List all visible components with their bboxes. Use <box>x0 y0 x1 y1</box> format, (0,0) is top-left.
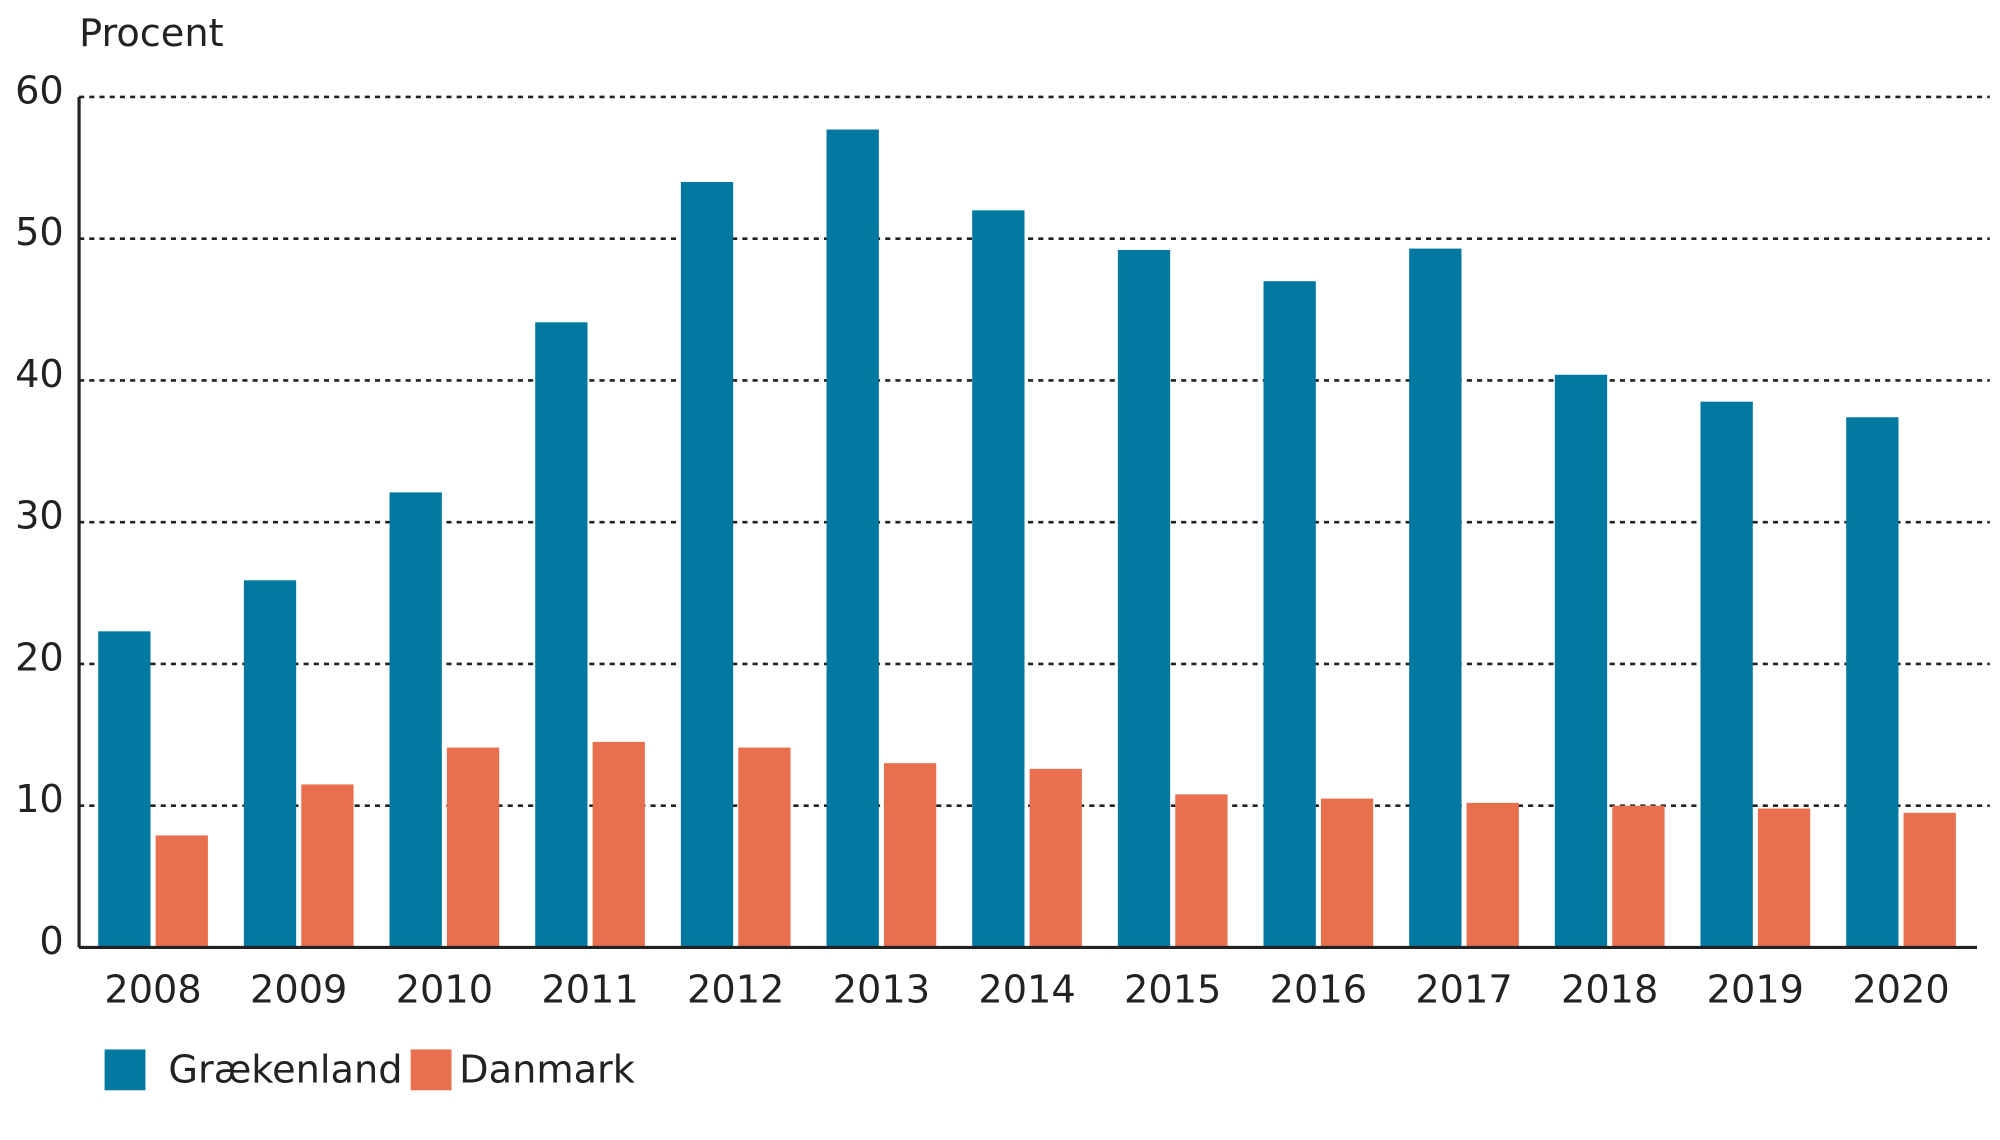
x-tick-label: 2013 <box>833 967 930 1012</box>
bar-danmark-2018 <box>1612 805 1665 948</box>
x-tick-label: 2011 <box>541 967 638 1012</box>
y-tick-label: 50 <box>15 210 64 255</box>
bar-danmark-2012 <box>738 747 791 948</box>
bar-danmark-2014 <box>1029 768 1082 948</box>
legend-label: Grækenland <box>168 1048 402 1093</box>
y-axis-label: Procent <box>79 11 224 56</box>
y-tick-label: 30 <box>15 494 64 539</box>
bar-grækenland-2019 <box>1700 401 1753 948</box>
bar-grækenland-2010 <box>389 492 442 948</box>
bar-grækenland-2013 <box>826 129 879 948</box>
bar-grækenland-2015 <box>1117 250 1171 948</box>
x-tick-label: 2012 <box>687 967 784 1012</box>
bar-danmark-2008 <box>155 835 208 948</box>
bar-danmark-2013 <box>883 763 937 948</box>
x-tick-label: 2009 <box>250 967 347 1012</box>
bar-grækenland-2014 <box>972 210 1025 948</box>
x-tick-label: 2017 <box>1415 967 1512 1012</box>
x-tick-label: 2015 <box>1124 967 1221 1012</box>
y-tick-label: 0 <box>39 919 63 964</box>
bar-grækenland-2012 <box>680 181 734 948</box>
x-tick-label: 2010 <box>396 967 493 1012</box>
x-tick-label: 2016 <box>1270 967 1367 1012</box>
bar-grækenland-2016 <box>1263 281 1316 948</box>
bar-danmark-2015 <box>1175 794 1228 948</box>
y-tick-label: 60 <box>15 68 64 113</box>
bar-danmark-2017 <box>1466 802 1519 948</box>
legend-swatch <box>104 1049 146 1091</box>
bar-danmark-2019 <box>1757 808 1811 948</box>
x-tick-label: 2018 <box>1561 967 1658 1012</box>
y-tick-label: 20 <box>15 635 64 680</box>
y-tick-label: 40 <box>15 352 64 397</box>
bar-danmark-2009 <box>301 784 354 948</box>
y-tick-label: 10 <box>15 777 64 822</box>
bar-danmark-2020 <box>1903 812 1956 948</box>
bar-grækenland-2017 <box>1409 248 1462 948</box>
x-tick-label: 2014 <box>978 967 1075 1012</box>
legend-label: Danmark <box>459 1048 636 1093</box>
bar-danmark-2011 <box>592 741 645 948</box>
bar-grækenland-2008 <box>98 631 151 948</box>
bar-grækenland-2018 <box>1554 374 1608 948</box>
bar-grækenland-2011 <box>535 322 588 948</box>
bar-danmark-2016 <box>1320 798 1374 948</box>
bar-danmark-2010 <box>446 747 500 948</box>
bar-grækenland-2009 <box>243 580 297 948</box>
x-tick-label: 2008 <box>104 967 201 1012</box>
x-tick-label: 2019 <box>1707 967 1804 1012</box>
legend-swatch <box>410 1049 452 1091</box>
x-tick-label: 2020 <box>1852 967 1949 1012</box>
bar-grækenland-2020 <box>1846 417 1899 948</box>
